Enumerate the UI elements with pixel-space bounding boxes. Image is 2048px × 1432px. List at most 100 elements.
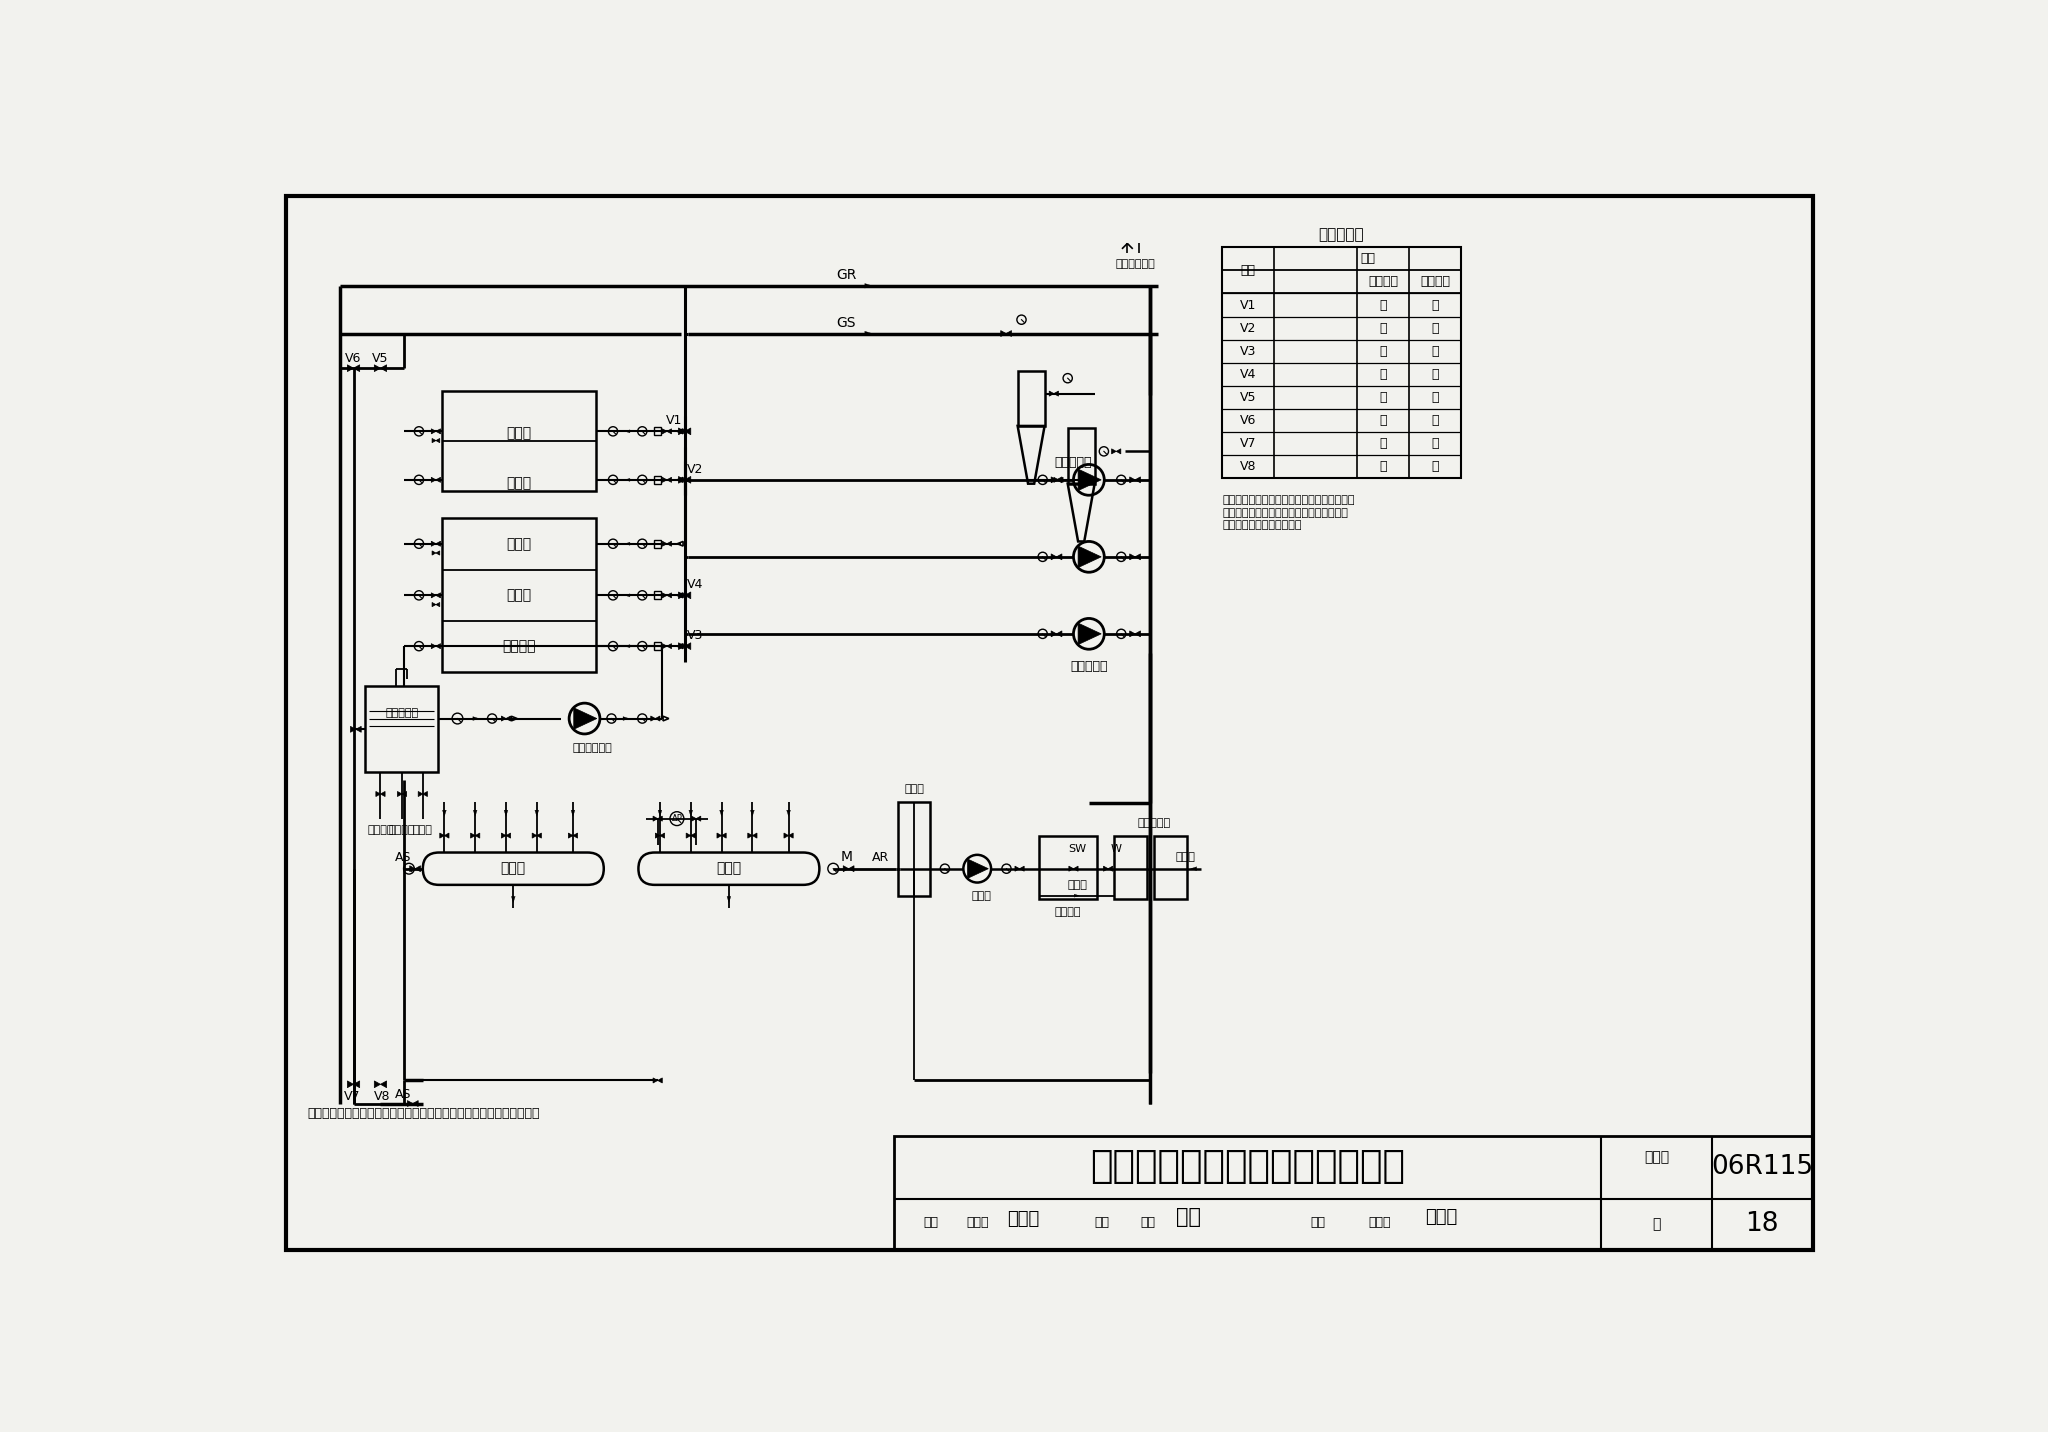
Polygon shape xyxy=(569,833,573,838)
Polygon shape xyxy=(684,477,690,483)
Polygon shape xyxy=(727,896,731,902)
Text: 热水储水箱: 热水储水箱 xyxy=(385,709,418,719)
Bar xyxy=(1114,836,1147,899)
Polygon shape xyxy=(1104,866,1108,871)
Text: 关: 关 xyxy=(1432,414,1440,427)
Text: 软化水装置: 软化水装置 xyxy=(1139,818,1171,828)
Polygon shape xyxy=(354,1081,360,1088)
Bar xyxy=(1223,248,1460,478)
Text: 赵庆珠: 赵庆珠 xyxy=(1008,1210,1040,1229)
Polygon shape xyxy=(662,477,668,483)
Polygon shape xyxy=(750,811,754,816)
Polygon shape xyxy=(432,438,436,442)
Polygon shape xyxy=(436,428,440,434)
Text: 注：主要用于用热量较小且比较稳定的系统中，但运行调节比较复杂。: 注：主要用于用热量较小且比较稳定的系统中，但运行调节比较复杂。 xyxy=(307,1107,541,1120)
Polygon shape xyxy=(1112,448,1116,454)
Bar xyxy=(653,428,662,435)
Polygon shape xyxy=(1075,894,1079,898)
Polygon shape xyxy=(401,792,408,796)
Text: 热水供水: 热水供水 xyxy=(367,825,393,835)
Polygon shape xyxy=(1016,866,1020,871)
Polygon shape xyxy=(573,833,578,838)
Polygon shape xyxy=(1051,477,1057,483)
Polygon shape xyxy=(506,833,510,838)
Text: 补水泵: 补水泵 xyxy=(971,891,991,901)
Bar xyxy=(895,1136,1812,1250)
Text: V3: V3 xyxy=(1241,345,1255,358)
Polygon shape xyxy=(381,792,385,796)
Polygon shape xyxy=(1135,632,1141,637)
Text: AS: AS xyxy=(395,851,412,863)
Polygon shape xyxy=(625,430,631,432)
Polygon shape xyxy=(350,726,356,732)
Polygon shape xyxy=(502,716,506,722)
Polygon shape xyxy=(651,716,655,722)
Text: V2: V2 xyxy=(1241,322,1255,335)
Text: 审核: 审核 xyxy=(924,1216,938,1229)
Polygon shape xyxy=(354,365,360,371)
Polygon shape xyxy=(436,551,440,556)
Text: 定压罐: 定压罐 xyxy=(903,785,924,795)
Bar xyxy=(653,591,662,599)
Bar xyxy=(442,518,596,673)
Polygon shape xyxy=(668,428,672,434)
Polygon shape xyxy=(502,833,506,838)
Text: V5: V5 xyxy=(373,352,389,365)
Polygon shape xyxy=(1051,554,1057,560)
Text: 免室内侧空调水灌入井中。: 免室内侧空调水灌入井中。 xyxy=(1223,520,1303,530)
Bar xyxy=(365,686,438,772)
Polygon shape xyxy=(436,593,440,599)
Polygon shape xyxy=(416,866,420,872)
Polygon shape xyxy=(1055,391,1059,397)
Text: 王琳: 王琳 xyxy=(1141,1216,1155,1229)
Polygon shape xyxy=(678,477,684,483)
Text: 的阀门关闭然后再打开应当开启的阀门，以: 的阀门关闭然后再打开应当开启的阀门，以 xyxy=(1223,507,1348,517)
Polygon shape xyxy=(473,716,479,720)
Polygon shape xyxy=(786,811,791,816)
Text: 夏季供冷: 夏季供冷 xyxy=(1368,275,1399,288)
Polygon shape xyxy=(653,1078,657,1083)
Polygon shape xyxy=(967,859,989,878)
Text: 关: 关 xyxy=(1378,391,1386,404)
Polygon shape xyxy=(692,816,696,821)
Polygon shape xyxy=(1049,391,1055,397)
Polygon shape xyxy=(432,551,436,556)
Polygon shape xyxy=(788,833,793,838)
Polygon shape xyxy=(436,541,440,546)
Polygon shape xyxy=(848,866,854,872)
Text: 至排水: 至排水 xyxy=(1067,879,1087,889)
Bar xyxy=(1155,836,1186,899)
Polygon shape xyxy=(678,591,684,599)
Text: V7: V7 xyxy=(1239,437,1257,450)
Text: 自来水: 自来水 xyxy=(1176,852,1196,862)
Polygon shape xyxy=(662,541,668,546)
Polygon shape xyxy=(662,593,668,599)
Polygon shape xyxy=(653,816,657,821)
Bar xyxy=(897,802,930,895)
Polygon shape xyxy=(1130,554,1135,560)
Polygon shape xyxy=(864,331,872,337)
Text: 关: 关 xyxy=(1432,368,1440,381)
Polygon shape xyxy=(668,643,672,649)
Polygon shape xyxy=(668,593,672,599)
Polygon shape xyxy=(625,543,631,546)
Polygon shape xyxy=(844,866,848,872)
Text: V1: V1 xyxy=(1241,298,1255,312)
Polygon shape xyxy=(719,811,723,816)
Text: V1: V1 xyxy=(666,414,682,427)
Polygon shape xyxy=(688,811,692,816)
Text: 热回收器: 热回收器 xyxy=(502,639,537,653)
Text: AS: AS xyxy=(395,1088,412,1101)
Polygon shape xyxy=(1059,477,1063,483)
Polygon shape xyxy=(535,811,539,816)
Text: 开: 开 xyxy=(1378,460,1386,473)
Polygon shape xyxy=(348,365,354,371)
Polygon shape xyxy=(662,643,668,649)
Text: 热回收循环泵: 热回收循环泵 xyxy=(571,743,612,753)
Text: ΔP: ΔP xyxy=(672,815,682,823)
Polygon shape xyxy=(625,644,631,647)
Text: 集水器: 集水器 xyxy=(717,862,741,876)
Polygon shape xyxy=(571,811,575,816)
Polygon shape xyxy=(864,284,872,288)
Polygon shape xyxy=(348,1081,354,1088)
